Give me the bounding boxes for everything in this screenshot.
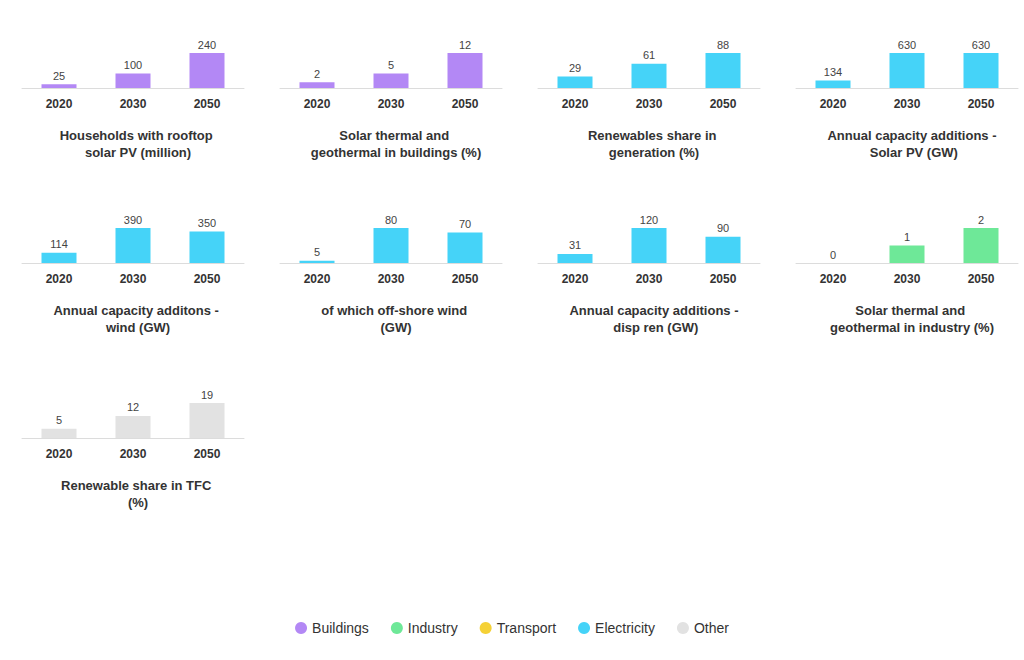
svg-text:390: 390 <box>124 214 142 226</box>
svg-text:2030: 2030 <box>378 272 405 286</box>
svg-text:2020: 2020 <box>820 97 847 111</box>
svg-text:31: 31 <box>569 239 581 251</box>
svg-text:25: 25 <box>53 70 65 82</box>
svg-text:70: 70 <box>459 218 471 230</box>
svg-text:2050: 2050 <box>968 97 995 111</box>
svg-text:(%): (%) <box>128 495 148 510</box>
svg-text:geothermal in industry (%): geothermal in industry (%) <box>830 320 994 335</box>
svg-text:350: 350 <box>198 217 216 229</box>
svg-text:2030: 2030 <box>120 447 147 461</box>
svg-text:2020: 2020 <box>562 97 589 111</box>
svg-text:88: 88 <box>717 39 729 51</box>
svg-text:2050: 2050 <box>710 272 737 286</box>
svg-text:Renewable share in TFC: Renewable share in TFC <box>61 478 215 493</box>
svg-text:Solar thermal and: Solar thermal and <box>855 303 968 318</box>
svg-text:2030: 2030 <box>636 272 663 286</box>
svg-text:100: 100 <box>124 59 142 71</box>
svg-text:geothermal in buildings (%): geothermal in buildings (%) <box>311 145 481 160</box>
svg-text:Annual capacity additions -: Annual capacity additions - <box>569 303 738 318</box>
svg-text:2030: 2030 <box>636 97 663 111</box>
svg-text:2030: 2030 <box>120 272 147 286</box>
svg-text:Buildings: Buildings <box>312 620 369 636</box>
svg-text:61: 61 <box>643 49 655 61</box>
svg-text:80: 80 <box>385 214 397 226</box>
svg-text:Annual capacity additions -: Annual capacity additions - <box>827 128 996 143</box>
svg-text:Other: Other <box>694 620 729 636</box>
svg-text:2050: 2050 <box>452 272 479 286</box>
svg-text:Transport: Transport <box>497 620 557 636</box>
svg-text:134: 134 <box>824 66 842 78</box>
svg-text:120: 120 <box>640 214 658 226</box>
svg-text:2030: 2030 <box>378 97 405 111</box>
svg-text:2050: 2050 <box>452 97 479 111</box>
svg-text:12: 12 <box>459 39 471 51</box>
svg-text:2020: 2020 <box>562 272 589 286</box>
svg-text:630: 630 <box>972 39 990 51</box>
svg-text:5: 5 <box>314 246 320 258</box>
svg-text:Renewables share in: Renewables share in <box>588 128 720 143</box>
svg-text:disp ren (GW): disp ren (GW) <box>610 320 699 335</box>
svg-text:Electricity: Electricity <box>595 620 655 636</box>
svg-text:2050: 2050 <box>710 97 737 111</box>
svg-text:19: 19 <box>201 389 213 401</box>
svg-text:2050: 2050 <box>968 272 995 286</box>
svg-text:Solar thermal and: Solar thermal and <box>339 128 452 143</box>
svg-text:114: 114 <box>50 238 68 250</box>
svg-text:240: 240 <box>198 39 216 51</box>
svg-text:5: 5 <box>56 414 62 426</box>
svg-text:2020: 2020 <box>46 272 73 286</box>
svg-text:2030: 2030 <box>894 97 921 111</box>
svg-text:29: 29 <box>569 62 581 74</box>
svg-text:2050: 2050 <box>194 447 221 461</box>
svg-text:12: 12 <box>127 401 139 413</box>
svg-text:5: 5 <box>388 59 394 71</box>
svg-text:2020: 2020 <box>304 272 331 286</box>
svg-text:Industry: Industry <box>408 620 458 636</box>
svg-text:2020: 2020 <box>46 447 73 461</box>
svg-text:2050: 2050 <box>194 272 221 286</box>
svg-text:2030: 2030 <box>894 272 921 286</box>
svg-text:2: 2 <box>314 68 320 80</box>
svg-text:of which off-shore wind: of which off-shore wind <box>321 303 471 318</box>
svg-text:generation (%): generation (%) <box>609 145 699 160</box>
svg-text:2020: 2020 <box>304 97 331 111</box>
svg-text:2030: 2030 <box>120 97 147 111</box>
svg-text:2050: 2050 <box>194 97 221 111</box>
svg-text:(GW): (GW) <box>380 320 411 335</box>
svg-text:wind (GW): wind (GW) <box>105 320 170 335</box>
svg-text:1: 1 <box>904 231 910 243</box>
svg-text:2020: 2020 <box>820 272 847 286</box>
svg-text:90: 90 <box>717 222 729 234</box>
svg-text:Households with rooftop: Households with rooftop <box>60 128 217 143</box>
svg-text:630: 630 <box>898 39 916 51</box>
svg-text:0: 0 <box>830 249 836 261</box>
svg-text:2: 2 <box>978 214 984 226</box>
svg-text:Solar PV (GW): Solar PV (GW) <box>866 145 958 160</box>
svg-text:solar PV (million): solar PV (million) <box>85 145 191 160</box>
svg-text:2020: 2020 <box>46 97 73 111</box>
svg-text:Annual capacity additons -: Annual capacity additons - <box>53 303 222 318</box>
